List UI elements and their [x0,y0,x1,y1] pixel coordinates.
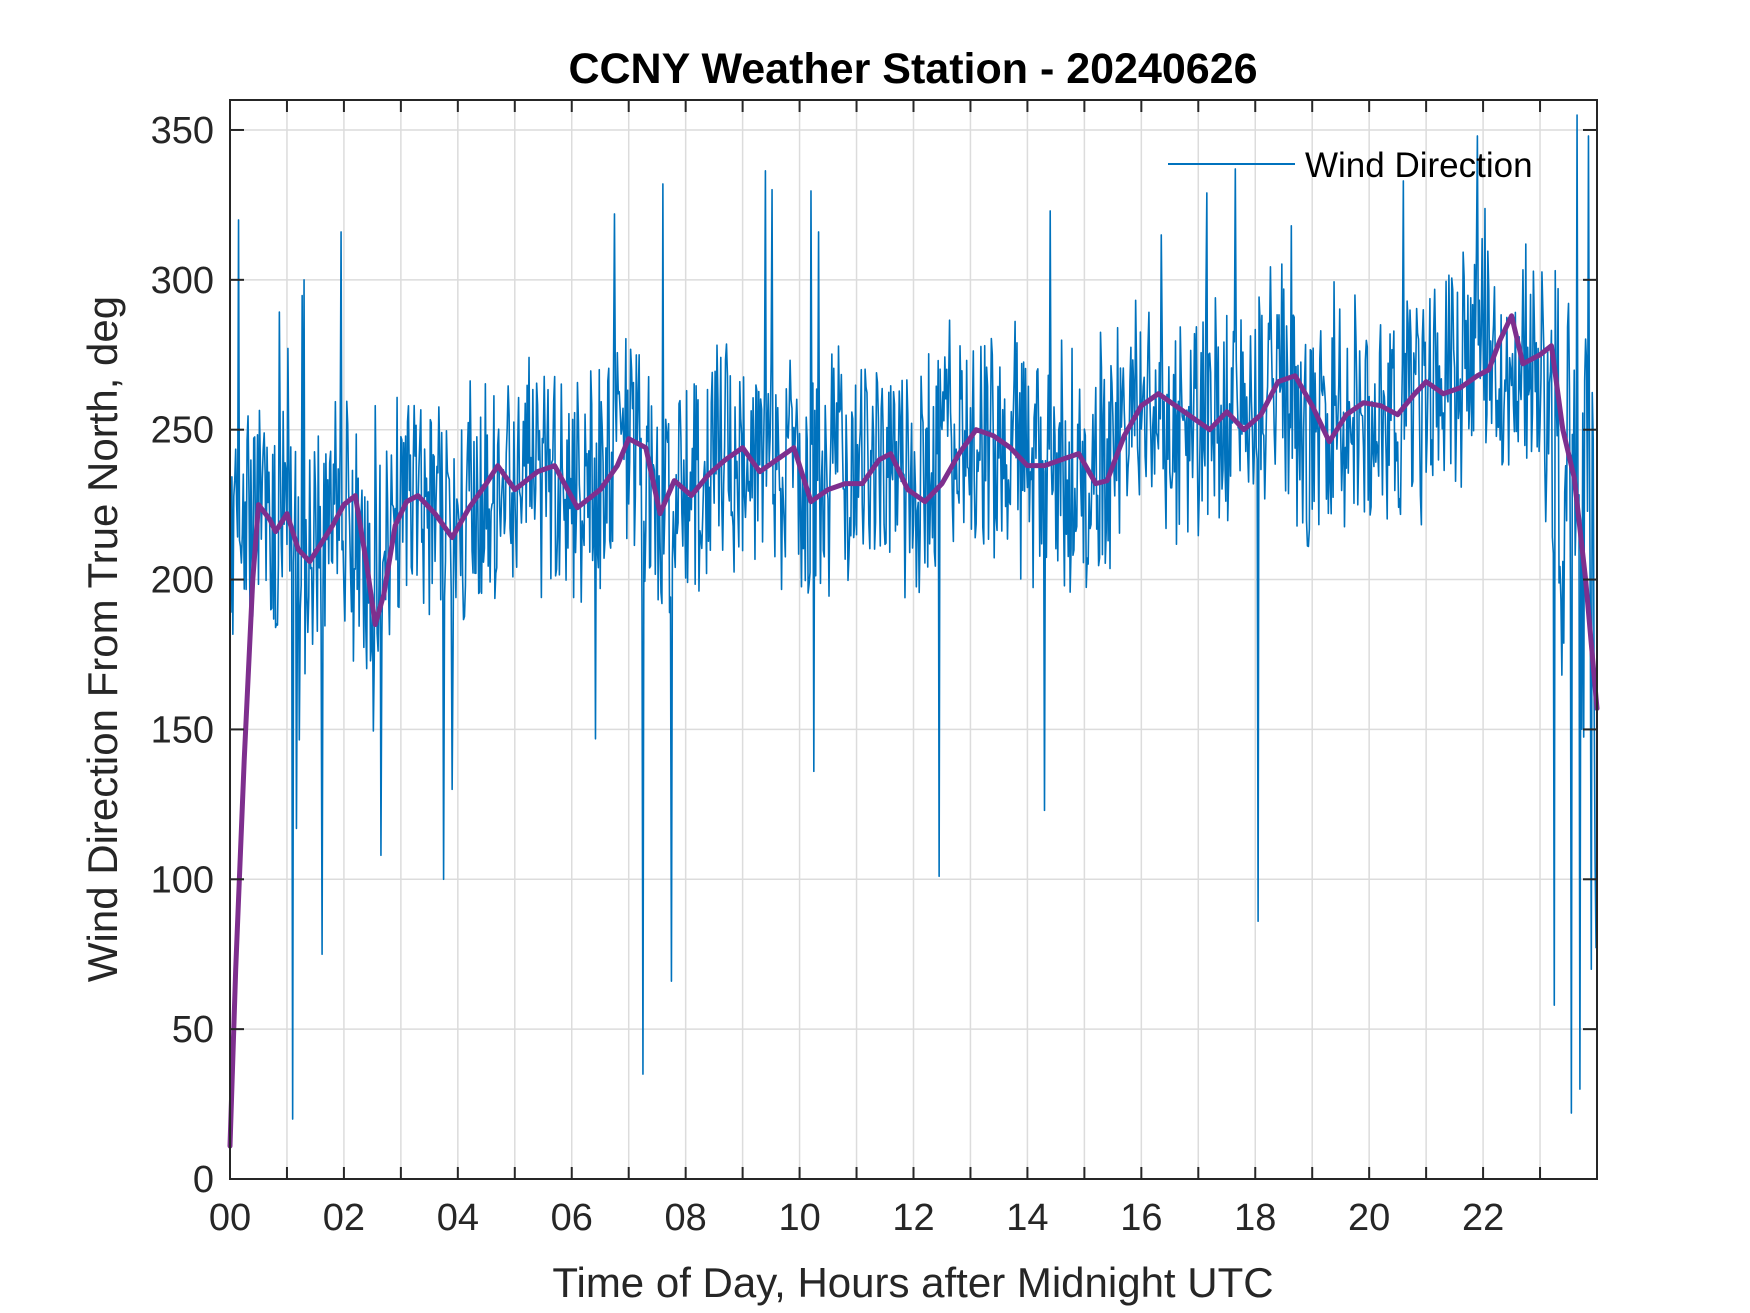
moving-average-line [227,313,1600,1149]
x-tick-label: 22 [1462,1197,1504,1239]
y-tick-label: 0 [193,1159,214,1201]
y-tick-label: 350 [151,110,214,152]
x-tick-labels: 00 02 04 06 08 10 12 14 16 18 20 22 [209,1197,1504,1239]
x-tick-label: 14 [1006,1197,1048,1239]
y-tick-label: 300 [151,260,214,302]
y-tick-label: 150 [151,709,214,751]
x-tick-label: 18 [1234,1197,1276,1239]
y-tick-label: 200 [151,560,214,602]
chart-title: CCNY Weather Station - 20240626 [568,45,1257,93]
x-tick-label: 00 [209,1197,251,1239]
grid-lines [230,100,1597,1179]
y-tick-label: 100 [151,859,214,901]
x-tick-label: 02 [323,1197,365,1239]
legend-label-wind-direction: Wind Direction [1305,146,1533,185]
y-tick-label: 250 [151,410,214,452]
legend: Wind Direction [1168,146,1533,185]
x-tick-label: 16 [1120,1197,1162,1239]
x-tick-label: 20 [1348,1197,1390,1239]
y-tick-label: 50 [172,1009,214,1051]
x-axis-label: Time of Day, Hours after Midnight UTC [552,1259,1273,1306]
x-tick-label: 08 [665,1197,707,1239]
x-tick-label: 04 [437,1197,479,1239]
x-tick-label: 12 [892,1197,934,1239]
y-tick-labels: 0 50 100 150 200 250 300 350 [151,110,214,1201]
y-axis-label: Wind Direction From True North, deg [79,296,126,982]
x-tick-label: 10 [778,1197,820,1239]
x-tick-label: 06 [551,1197,593,1239]
axis-ticks [229,100,1598,1180]
data-series [227,114,1600,1149]
wind-direction-line [229,114,1597,1120]
